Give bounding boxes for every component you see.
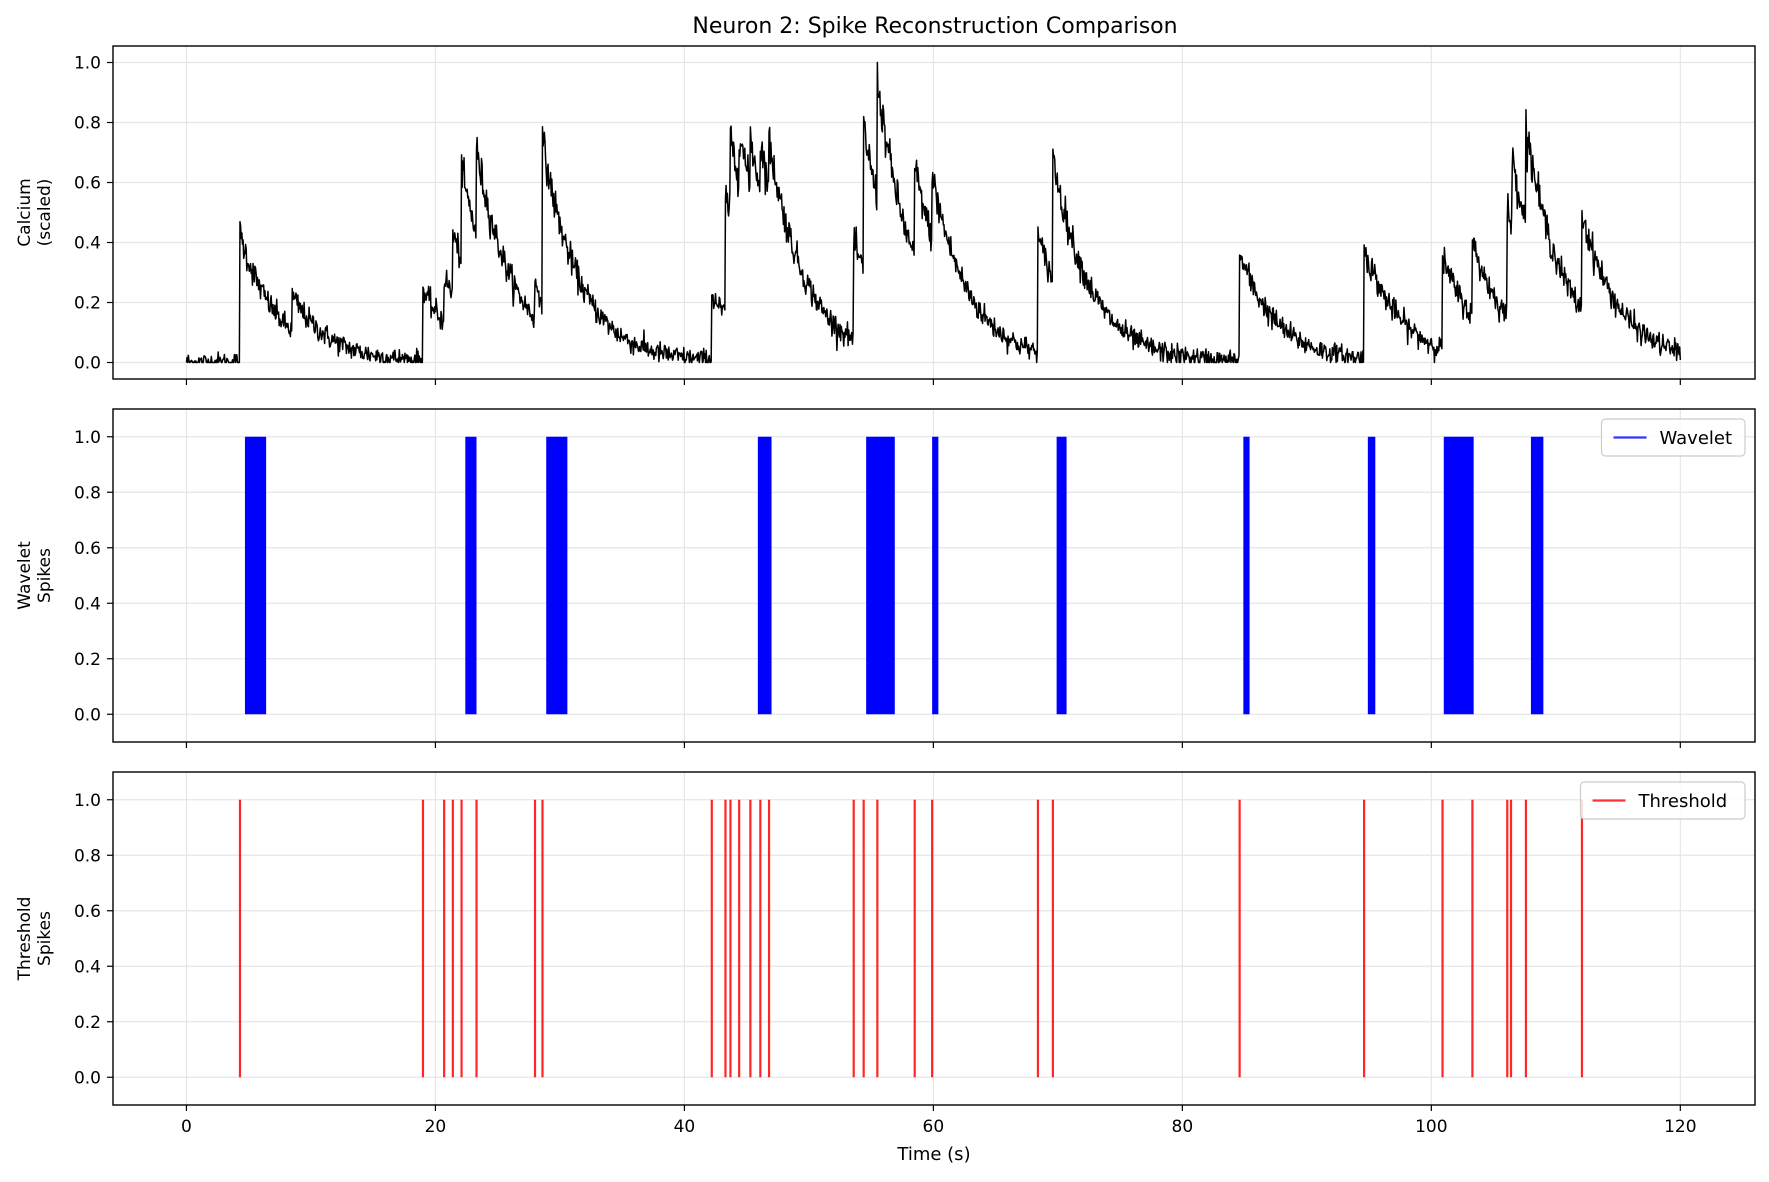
figure-title: Neuron 2: Spike Reconstruction Compariso… xyxy=(692,14,1177,39)
legend: Wavelet xyxy=(1600,418,1746,457)
x-tick-label: 80 xyxy=(1172,1117,1194,1137)
x-axis-label: Time (s) xyxy=(896,1144,970,1165)
y-tick-label: 1.0 xyxy=(74,791,101,811)
axes-frame xyxy=(112,771,1756,1106)
x-tick-label: 20 xyxy=(425,1117,447,1137)
x-tick-label: 100 xyxy=(1415,1117,1447,1137)
legend-label: Wavelet xyxy=(1660,428,1733,449)
y-tick-label: 0.8 xyxy=(74,483,101,503)
plot-area-1 xyxy=(185,61,1682,364)
y-axis-label-line: Calcium xyxy=(15,178,35,246)
y-tick-label: 0.6 xyxy=(74,902,101,922)
wavelet-spike-burst xyxy=(1530,436,1544,715)
y-axis-label: Calcium(scaled) xyxy=(15,178,55,246)
panel-3: 0.0 0.2 0.4 0.6 0.8 1.0 0 20 40 60 80 100 120 Thresho… xyxy=(15,771,1756,1165)
y-tick-label: 1.0 xyxy=(74,54,101,74)
y-tick-label: 0.4 xyxy=(74,957,101,977)
wavelet-spike-burst xyxy=(1443,436,1474,715)
legend: Threshold xyxy=(1579,781,1746,820)
plot-area-3 xyxy=(238,799,1584,1078)
x-tick-label: 0 xyxy=(181,1117,192,1137)
x-tick-label: 120 xyxy=(1664,1117,1696,1137)
y-axis-label: WaveletSpikes xyxy=(15,541,55,610)
wavelet-spike-burst xyxy=(1243,436,1250,715)
wavelet-spike-burst xyxy=(244,436,267,715)
calcium-trace xyxy=(185,61,1682,364)
x-tick-label: 40 xyxy=(674,1117,696,1137)
y-tick-label: 0.0 xyxy=(74,1068,101,1088)
y-tick-label: 0.8 xyxy=(74,846,101,866)
legend-box xyxy=(1600,418,1746,457)
wavelet-spike-burst xyxy=(1056,436,1067,715)
y-tick-label: 0.0 xyxy=(74,705,101,725)
wavelet-spike-burst xyxy=(866,436,895,715)
y-tick-label: 0.2 xyxy=(74,1013,101,1033)
y-axis-label-line: Spikes xyxy=(35,911,55,966)
y-tick-label: 0.4 xyxy=(74,234,101,254)
y-axis-label: ThresholdSpikes xyxy=(15,897,55,982)
wavelet-spike-burst xyxy=(932,436,939,715)
y-tick-label: 0.8 xyxy=(74,114,101,134)
panels: 0.00.20.40.60.81.0Calcium(scaled)0.00.20… xyxy=(15,45,1756,1165)
wavelet-spike-burst xyxy=(546,436,568,715)
y-tick-label: 0.6 xyxy=(74,539,101,559)
axes-frame xyxy=(112,45,1756,380)
x-tick-label: 60 xyxy=(923,1117,945,1137)
y-tick-label: 0.2 xyxy=(74,294,101,314)
plot-area-2 xyxy=(244,436,1544,715)
y-tick-label: 0.4 xyxy=(74,594,101,614)
wavelet-spike-burst xyxy=(465,436,477,715)
axes-frame xyxy=(112,408,1756,743)
y-tick-label: 0.2 xyxy=(74,650,101,670)
legend-label: Threshold xyxy=(1638,791,1728,812)
wavelet-spike-burst xyxy=(757,436,772,715)
y-tick-label: 1.0 xyxy=(74,428,101,448)
panel-1: 0.0 0.2 0.4 0.6 0.8 1.0 Calcium(scaled) xyxy=(15,45,1756,385)
y-axis-label-line: Wavelet xyxy=(15,541,35,610)
y-axis-label-line: Spikes xyxy=(35,548,55,603)
legend-box xyxy=(1579,781,1746,820)
y-axis-label-line: Threshold xyxy=(15,897,35,982)
wavelet-spike-burst xyxy=(1367,436,1376,715)
y-axis-label-line: (scaled) xyxy=(35,179,55,247)
y-tick-label: 0.6 xyxy=(74,174,101,194)
y-tick-label: 0.0 xyxy=(74,354,101,374)
